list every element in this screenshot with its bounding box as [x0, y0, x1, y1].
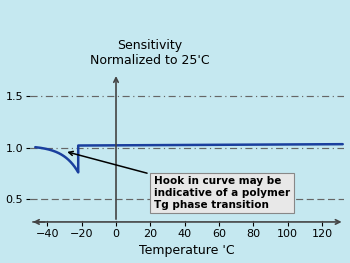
Text: Hook in curve may be
indicative of a polymer
Tg phase transition: Hook in curve may be indicative of a pol…: [69, 151, 290, 210]
X-axis label: Temperature 'C: Temperature 'C: [139, 244, 235, 257]
Text: Sensitivity
Normalized to 25'C: Sensitivity Normalized to 25'C: [90, 39, 209, 67]
FancyBboxPatch shape: [155, 178, 289, 204]
